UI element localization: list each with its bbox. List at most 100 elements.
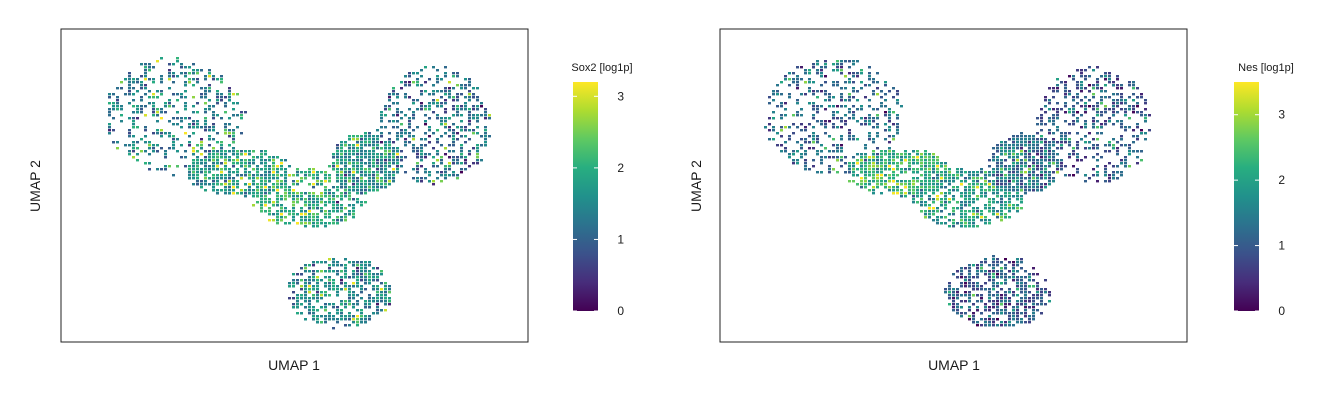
scatter-point — [336, 222, 339, 225]
scatter-point — [352, 306, 355, 309]
scatter-point — [1020, 144, 1023, 147]
scatter-point — [832, 114, 835, 117]
scatter-point — [780, 150, 783, 153]
scatter-point — [928, 162, 931, 165]
scatter-point — [364, 150, 367, 153]
scatter-point — [340, 210, 343, 213]
scatter-point — [796, 111, 799, 114]
scatter-point — [1028, 186, 1031, 189]
scatter-point — [316, 174, 319, 177]
scatter-point — [460, 114, 463, 117]
scatter-point — [820, 84, 823, 87]
scatter-point — [892, 180, 895, 183]
scatter-point — [232, 189, 235, 192]
scatter-point — [1044, 159, 1047, 162]
scatter-point — [872, 162, 875, 165]
scatter-point — [868, 183, 871, 186]
scatter-point — [892, 138, 895, 141]
scatter-point — [216, 96, 219, 99]
scatter-point — [868, 165, 871, 168]
scatter-point — [276, 171, 279, 174]
scatter-point — [940, 201, 943, 204]
scatter-point — [128, 84, 131, 87]
scatter-point — [1016, 192, 1019, 195]
scatter-point — [916, 159, 919, 162]
scatter-point — [996, 195, 999, 198]
scatter-point — [352, 171, 355, 174]
scatter-point — [912, 150, 915, 153]
scatter-point — [452, 123, 455, 126]
scatter-point — [784, 147, 787, 150]
scatter-point — [1020, 153, 1023, 156]
scatter-point — [392, 159, 395, 162]
scatter-point — [420, 159, 423, 162]
scatter-point — [380, 165, 383, 168]
scatter-point — [328, 318, 331, 321]
scatter-point — [168, 63, 171, 66]
scatter-point — [420, 150, 423, 153]
scatter-point — [132, 93, 135, 96]
scatter-point — [376, 129, 379, 132]
scatter-point — [996, 156, 999, 159]
scatter-point — [932, 183, 935, 186]
scatter-point — [452, 132, 455, 135]
scatter-point — [948, 177, 951, 180]
scatter-point — [876, 171, 879, 174]
scatter-point — [336, 273, 339, 276]
scatter-point — [216, 162, 219, 165]
scatter-point — [276, 198, 279, 201]
scatter-point — [280, 216, 283, 219]
scatter-point — [340, 153, 343, 156]
scatter-point — [976, 225, 979, 228]
scatter-point — [404, 138, 407, 141]
scatter-point — [404, 75, 407, 78]
scatter-point — [996, 162, 999, 165]
scatter-point — [296, 195, 299, 198]
scatter-point — [1004, 159, 1007, 162]
scatter-point — [848, 168, 851, 171]
scatter-point — [924, 189, 927, 192]
scatter-point — [360, 312, 363, 315]
scatter-point — [1016, 210, 1019, 213]
scatter-point — [1004, 192, 1007, 195]
scatter-point — [164, 168, 167, 171]
scatter-point — [956, 189, 959, 192]
scatter-point — [136, 78, 139, 81]
scatter-point — [368, 171, 371, 174]
scatter-point — [1048, 180, 1051, 183]
scatter-point — [868, 180, 871, 183]
scatter-point — [832, 144, 835, 147]
scatter-point — [336, 159, 339, 162]
scatter-point — [380, 291, 383, 294]
scatter-point — [332, 285, 335, 288]
scatter-point — [476, 132, 479, 135]
scatter-point — [996, 168, 999, 171]
scatter-point — [384, 153, 387, 156]
scatter-point — [1020, 150, 1023, 153]
scatter-point — [952, 213, 955, 216]
scatter-point — [300, 171, 303, 174]
scatter-point — [284, 207, 287, 210]
scatter-point — [120, 87, 123, 90]
scatter-point — [376, 135, 379, 138]
scatter-point — [108, 111, 111, 114]
scatter-point — [480, 114, 483, 117]
scatter-point — [808, 168, 811, 171]
scatter-point — [448, 87, 451, 90]
scatter-point — [348, 135, 351, 138]
scatter-point — [396, 153, 399, 156]
scatter-point — [304, 201, 307, 204]
scatter-point — [296, 303, 299, 306]
scatter-point — [444, 99, 447, 102]
scatter-point — [800, 114, 803, 117]
scatter-point — [440, 123, 443, 126]
scatter-point — [832, 96, 835, 99]
scatter-point — [296, 198, 299, 201]
scatter-point — [208, 171, 211, 174]
scatter-point — [936, 162, 939, 165]
scatter-point — [1040, 147, 1043, 150]
scatter-point — [920, 189, 923, 192]
scatter-point — [376, 273, 379, 276]
scatter-point — [872, 141, 875, 144]
scatter-point — [1044, 150, 1047, 153]
